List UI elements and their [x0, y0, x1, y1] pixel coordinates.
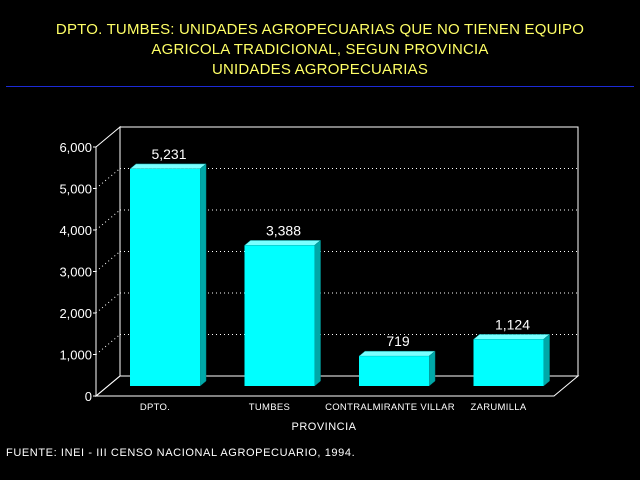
- bar: [244, 245, 315, 386]
- gridline-side: [95, 292, 121, 314]
- y-tick-label: 0: [85, 389, 92, 404]
- y-tick-label: 5,000: [59, 182, 92, 197]
- gridline-side: [95, 209, 121, 231]
- bar-value-label: 719: [386, 333, 410, 349]
- bar-top-face: [358, 350, 436, 357]
- x-tick-label: ZARUMILLA: [470, 402, 526, 413]
- bar-value-label: 1,124: [495, 316, 530, 332]
- title-line-3: UNIDADES AGROPECUARIAS: [211, 61, 429, 78]
- y-tick-label: 4,000: [59, 223, 92, 238]
- bar: [130, 168, 200, 386]
- chart-title: DPTO. TUMBES: UNIDADES AGROPECUARIAS QUE…: [0, 20, 640, 80]
- y-tick-label: 2,000: [59, 306, 92, 321]
- bar-top-face: [129, 163, 207, 170]
- bar: [359, 356, 429, 386]
- gridline-side: [95, 168, 121, 189]
- x-tick-label: CONTRALMIRANTE VILLAR: [325, 402, 455, 413]
- bar-top-face: [243, 240, 322, 246]
- side-wall: [95, 125, 121, 398]
- title-line-1: DPTO. TUMBES: UNIDADES AGROPECUARIAS QUE…: [55, 21, 585, 38]
- title-line-2: AGRICOLA TRADICIONAL, SEGUN PROVINCIA: [151, 41, 489, 58]
- bar: [473, 339, 544, 386]
- bar-value-label: 5,231: [151, 146, 186, 162]
- y-tick-label: 3,000: [59, 265, 92, 280]
- bar-side-face: [199, 163, 207, 387]
- x-tick-label: TUMBES: [249, 402, 290, 413]
- bar-value-label: 3,388: [266, 222, 301, 238]
- title-divider: [6, 86, 634, 87]
- bar-side-face: [428, 350, 436, 387]
- x-axis-title: PROVINCIA: [291, 421, 356, 433]
- y-tick-label: 6,000: [59, 140, 92, 155]
- source-note: FUENTE: INEI - III CENSO NACIONAL AGROPE…: [6, 447, 356, 459]
- bar-side-face: [543, 333, 550, 387]
- bar-side-face: [314, 239, 321, 387]
- gridline-side: [95, 251, 121, 272]
- gridline-side: [95, 334, 121, 355]
- y-tick-label: 1,000: [59, 348, 92, 363]
- bar-top-face: [472, 334, 551, 340]
- x-tick-label: DPTO.: [140, 402, 170, 413]
